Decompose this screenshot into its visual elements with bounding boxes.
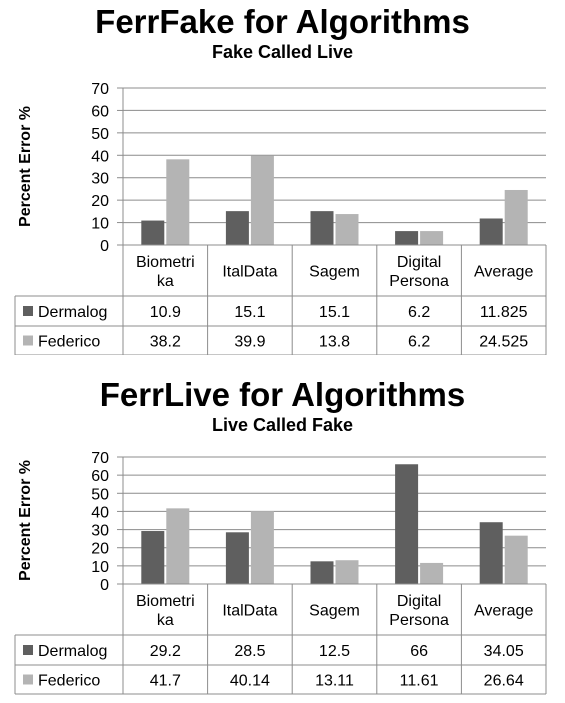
bar-dermalog [479,218,503,245]
bar-federico [335,560,359,584]
y-tick-label: 70 [91,450,109,467]
x-tick-label: Sagem [309,603,360,620]
chart-panel-ferrlive: FerrLive for Algorithms Live Called Fake… [0,355,565,703]
data-label: 12.5 [319,643,350,660]
data-label: 10.9 [150,304,181,321]
legend-swatch-federico [23,674,33,685]
data-label: 6.2 [408,334,430,351]
data-label: 66 [410,643,428,660]
data-label: 34.05 [484,643,524,660]
data-label: 29.2 [150,643,181,660]
x-tick-label: Average [474,603,533,620]
legend-label: Dermalog [38,643,107,660]
bar-dermalog [225,532,249,584]
bar-dermalog [310,561,334,584]
bar-federico [250,511,274,584]
y-tick-label: 10 [91,216,109,233]
data-label: 15.1 [234,304,265,321]
x-tick-label: ka [157,612,174,629]
bar-dermalog [395,231,419,245]
x-tick-label: Persona [389,273,449,290]
data-label: 38.2 [150,334,181,351]
legend-swatch-dermalog [23,645,33,655]
x-tick-label: Sagem [309,264,360,281]
x-tick-label: Digital [397,254,441,271]
y-tick-label: 50 [91,126,109,143]
data-label: 15.1 [319,304,350,321]
y-axis-label: Percent Error % [17,106,34,227]
bar-federico [166,159,190,245]
bar-dermalog [310,211,334,245]
y-tick-label: 20 [91,541,109,558]
x-tick-label: Biometri [136,254,195,271]
data-label: 11.825 [480,304,528,321]
bar-federico [504,189,528,245]
data-label: 13.11 [315,673,354,690]
chart-title: FerrLive for Algorithms [99,376,466,413]
bar-federico [504,535,528,584]
legend-label: Federico [38,334,100,351]
bar-federico [420,562,444,584]
y-tick-label: 10 [91,559,109,576]
y-tick-label: 70 [91,81,109,98]
x-tick-label: ItalData [222,603,277,620]
y-axis-label: Percent Error % [17,460,34,581]
bar-dermalog [395,464,419,584]
y-tick-label: 0 [100,577,109,594]
bar-federico [335,214,359,245]
chart-panel-ferrfake: FerrFake for Algorithms Fake Called Live… [14,3,547,355]
bar-dermalog [141,531,165,584]
data-label: 11.61 [400,673,439,690]
x-tick-label: Biometri [136,593,195,610]
y-tick-label: 60 [91,103,109,120]
chart-subtitle: Live Called Fake [211,415,354,435]
legend-label: Federico [38,673,100,690]
y-tick-label: 60 [91,468,109,485]
y-tick-label: 50 [91,486,109,503]
y-tick-label: 30 [91,523,109,540]
data-label: 26.64 [484,673,524,690]
bar-chart-ferrfake: 0 10 20 30 40 50 60 70 Percent Error % Biometri ka… [14,81,547,355]
bar-dermalog [141,220,165,245]
chart-title: FerrFake for Algorithms [95,3,470,40]
data-label: 28.5 [234,643,265,660]
bar-federico [166,508,190,584]
y-tick-label: 40 [91,504,109,521]
x-tick-label: Digital [397,593,441,610]
bar-federico [420,231,444,245]
data-label: 41.7 [150,673,181,690]
y-tick-label: 40 [91,148,109,165]
legend-swatch-dermalog [23,306,33,316]
data-label: 24.525 [479,334,528,351]
data-label: 6.2 [408,304,430,321]
chart-subtitle: Fake Called Live [211,42,354,62]
bar-dermalog [225,211,249,245]
x-tick-label: Persona [389,612,449,629]
x-tick-label: ItalData [222,264,277,281]
data-label: 13.8 [319,334,350,351]
legend-swatch-federico [23,335,33,346]
y-tick-label: 30 [91,171,109,188]
data-label: 40.14 [230,673,270,690]
y-tick-label: 20 [91,193,109,210]
x-tick-label: ka [157,273,174,290]
y-tick-label: 0 [100,238,109,255]
legend-label: Dermalog [38,304,107,321]
x-tick-label: Average [474,264,533,281]
data-label: 39.9 [234,334,265,351]
bar-dermalog [479,522,503,584]
bar-federico [250,155,274,245]
